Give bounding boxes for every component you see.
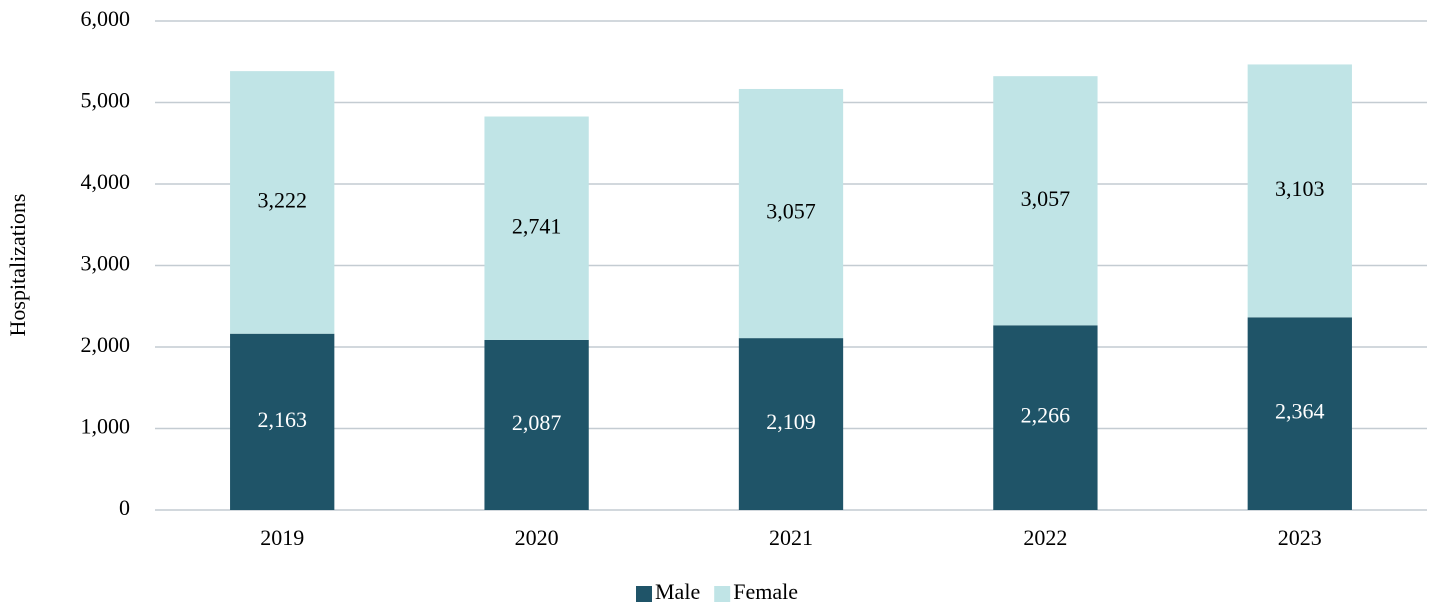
legend-label: Male <box>655 579 700 604</box>
y-axis-label: Hospitalizations <box>5 194 30 337</box>
y-tick-label: 0 <box>119 495 130 520</box>
data-label: 2,163 <box>257 407 307 432</box>
legend-swatch <box>714 586 731 602</box>
y-tick-label: 3,000 <box>81 251 131 276</box>
y-tick-label: 2,000 <box>81 332 131 357</box>
bar-segment <box>1247 317 1352 510</box>
data-label: 3,057 <box>1021 186 1071 211</box>
bar-segment <box>230 333 335 510</box>
y-tick-label: 4,000 <box>81 169 131 194</box>
x-tick-label: 2021 <box>769 525 813 550</box>
x-tick-label: 2022 <box>1023 525 1067 550</box>
bar-segment <box>484 339 589 510</box>
bar-segment <box>738 88 844 339</box>
data-label: 2,087 <box>512 410 562 435</box>
data-label: 2,364 <box>1275 399 1325 424</box>
bar-segment <box>484 116 589 340</box>
bar-segment <box>738 338 844 510</box>
data-label: 3,057 <box>766 199 816 224</box>
y-tick-label: 6,000 <box>81 6 131 31</box>
x-tick-label: 2019 <box>260 525 304 550</box>
bar-segment <box>993 325 1098 510</box>
x-tick-label: 2020 <box>515 525 559 550</box>
x-tick-label: 2023 <box>1278 525 1322 550</box>
bar-segment <box>1247 64 1352 318</box>
data-label: 3,222 <box>257 187 307 212</box>
bar-segment <box>230 71 335 334</box>
data-label: 2,741 <box>512 213 562 238</box>
y-tick-label: 5,000 <box>81 88 131 113</box>
legend-label: Female <box>733 579 798 604</box>
legend-swatch <box>636 586 652 602</box>
bar-segment <box>993 76 1098 326</box>
data-label: 2,109 <box>766 409 816 434</box>
data-label: 2,266 <box>1021 403 1071 428</box>
data-label: 3,103 <box>1275 176 1325 201</box>
y-tick-label: 1,000 <box>81 414 131 439</box>
